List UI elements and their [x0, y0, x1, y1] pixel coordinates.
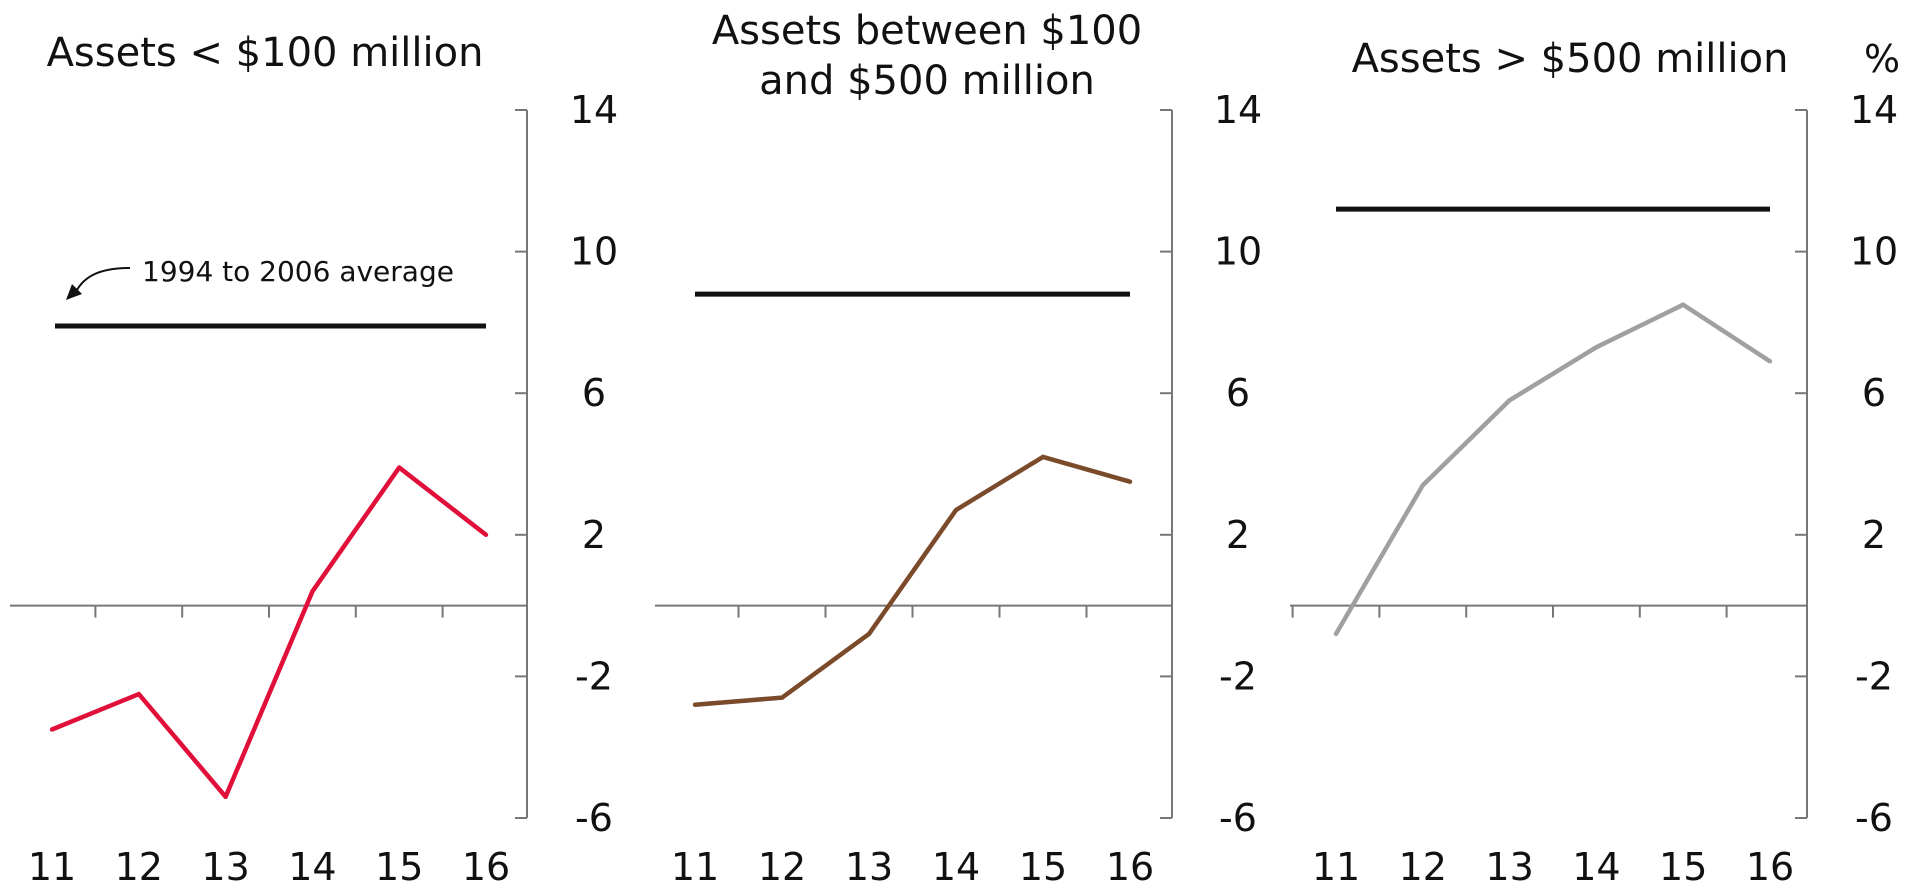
- data-point: [1333, 631, 1339, 637]
- panel-1: Assets < $100 million 14 10 6 2 -2 -6 11 12 13 14 1…: [10, 30, 618, 889]
- data-point: [310, 589, 315, 594]
- y-tick-label: 14: [1214, 88, 1262, 132]
- data-point: [136, 691, 141, 697]
- series-line: [694, 454, 1131, 707]
- y-tick-label: 10: [570, 230, 618, 274]
- data-point: [483, 532, 489, 537]
- data-point: [692, 702, 698, 707]
- data-point: [866, 631, 872, 637]
- average-annotation: 1994 to 2006 average: [142, 255, 454, 288]
- y-tick-label: 2: [1862, 513, 1886, 557]
- data-point: [397, 465, 402, 470]
- x-tick-label: 12: [1399, 845, 1447, 889]
- y-tick-label: 2: [1226, 513, 1250, 557]
- y-tick-label: 10: [1214, 230, 1262, 274]
- y-tick-label: 6: [1862, 371, 1886, 415]
- y-tick-label: 6: [1226, 371, 1250, 415]
- data-point: [223, 794, 228, 799]
- x-tick-label: 12: [115, 845, 163, 889]
- data-point: [1681, 302, 1686, 307]
- y-tick-label: -6: [1219, 796, 1257, 840]
- x-tick-label: 13: [845, 845, 893, 889]
- y-tick-label: 14: [570, 88, 618, 132]
- y-tick-label: 10: [1850, 230, 1898, 274]
- data-point: [1594, 344, 1599, 350]
- x-tick-label: 16: [1106, 845, 1154, 889]
- x-tick-label: 11: [28, 845, 76, 889]
- x-tick-label: 15: [375, 845, 423, 889]
- series-line: [51, 465, 488, 800]
- panel-title-line: and $500 million: [759, 58, 1095, 104]
- y-tick-label: -6: [1855, 796, 1893, 840]
- x-tick-label: 14: [288, 845, 336, 889]
- x-tick-label: 16: [462, 845, 510, 889]
- annotation-arrow: [73, 267, 131, 297]
- series-line: [1334, 302, 1772, 636]
- x-tick-label: 15: [1019, 845, 1067, 889]
- x-tick-label: 11: [1312, 845, 1360, 889]
- x-tick-label: 15: [1659, 845, 1707, 889]
- x-tick-label: 14: [1572, 845, 1620, 889]
- y-tick-label: 6: [582, 371, 606, 415]
- y-tick-label: 2: [582, 513, 606, 557]
- x-tick-label: 12: [758, 845, 806, 889]
- x-tick-label: 16: [1746, 845, 1794, 889]
- panel-title-line: Assets between $100: [712, 8, 1142, 54]
- unit-label: %: [1864, 37, 1900, 81]
- data-point: [1040, 454, 1046, 460]
- x-tick-label: 13: [201, 845, 249, 889]
- y-tick-label: 14: [1850, 88, 1898, 132]
- x-tick-label: 11: [671, 845, 719, 889]
- y-tick-label: -2: [575, 654, 613, 698]
- x-tick-label: 14: [932, 845, 980, 889]
- data-point: [1767, 359, 1773, 364]
- x-tick-label: 13: [1485, 845, 1533, 889]
- data-point: [779, 695, 785, 700]
- data-point: [953, 507, 959, 513]
- panel-title: Assets > $500 million: [1352, 36, 1789, 82]
- y-tick-label: -6: [575, 796, 613, 840]
- y-tick-label: -2: [1219, 654, 1257, 698]
- annotation-arrowhead: [66, 284, 82, 300]
- y-tick-label: -2: [1855, 654, 1893, 698]
- data-point: [1420, 483, 1426, 488]
- panel-3: Assets > $500 million % 14 10 6 2 -2 -6 11 12 13 14…: [1290, 36, 1900, 889]
- panel-title: Assets < $100 million: [47, 30, 484, 76]
- data-point: [49, 727, 55, 732]
- data-point: [1507, 398, 1512, 403]
- data-point: [1127, 479, 1133, 484]
